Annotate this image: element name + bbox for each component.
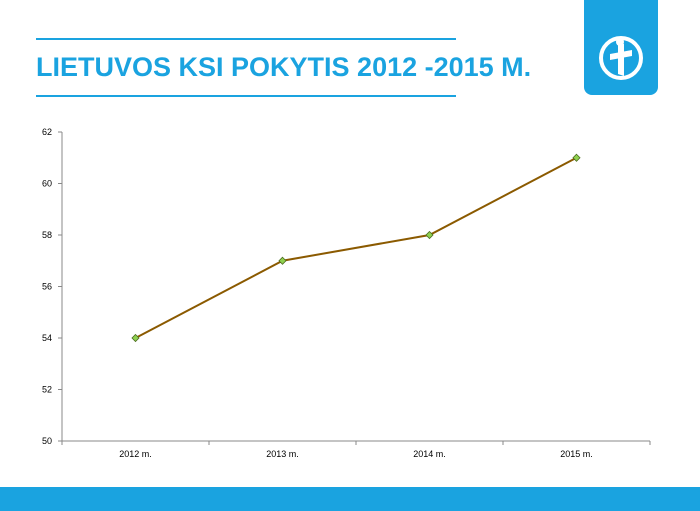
data-point: [425, 230, 434, 240]
y-tick-label: 58: [42, 230, 52, 240]
data-point: [572, 153, 581, 162]
y-tick-label: 52: [42, 385, 52, 395]
title-rule-top: [36, 38, 456, 40]
x-tick-label: 2015 m.: [560, 449, 593, 459]
chart-axes: [61, 132, 650, 442]
x-tick-label: 2013 m.: [266, 449, 299, 459]
y-tick-label: 50: [42, 436, 52, 446]
chart-series: [131, 153, 581, 343]
slide-title: LIETUVOS KSI POKYTIS 2012 -2015 M.: [36, 52, 532, 82]
x-tick-label: 2014 m.: [413, 449, 446, 459]
series-line: [135, 156, 577, 339]
data-point: [278, 256, 287, 265]
transparency-international-logo-icon: [599, 36, 643, 80]
logo-badge: [584, 0, 658, 95]
data-point: [131, 333, 140, 343]
title-rule-bottom: [36, 95, 456, 97]
chart-ticks: 50 52 54 56 58 60 62 2012 m. 2013 m. 2014 m. 2015 …: [42, 127, 651, 459]
x-tick-label: 2012 m.: [119, 449, 152, 459]
y-tick-label: 60: [42, 179, 52, 189]
footer-bar: [0, 487, 700, 511]
y-tick-label: 54: [42, 333, 52, 343]
y-tick-label: 62: [42, 127, 52, 137]
y-tick-label: 56: [42, 282, 52, 292]
